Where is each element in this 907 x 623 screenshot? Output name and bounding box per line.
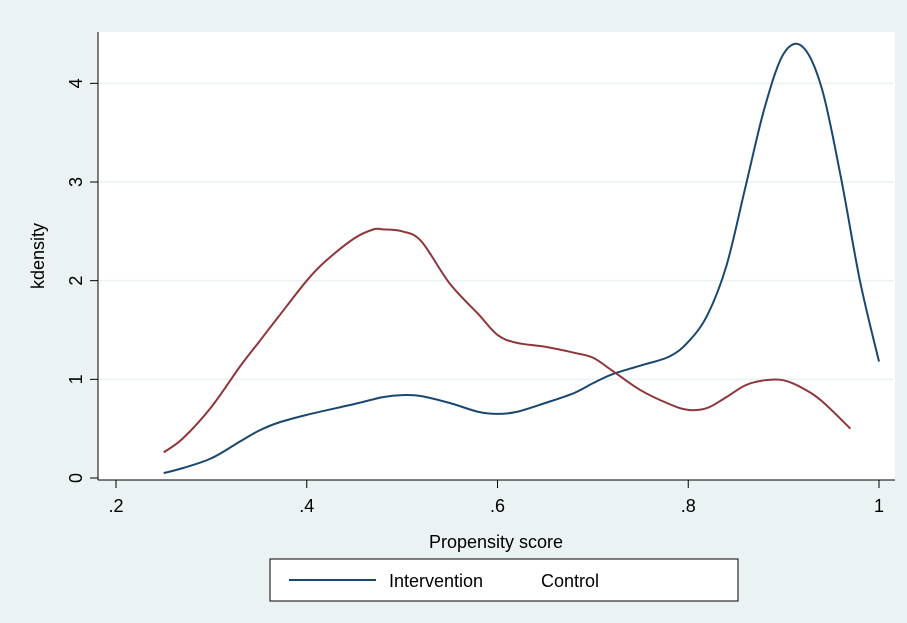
legend-label-intervention: Intervention <box>389 571 483 591</box>
plot-region <box>98 32 895 480</box>
y-tick-label-3: 3 <box>66 177 86 187</box>
x-tick-label-2: .6 <box>490 496 505 516</box>
series-line-intervention <box>163 42 880 475</box>
x-tick-label-0: .2 <box>108 496 123 516</box>
y-tick-label-2: 2 <box>66 276 86 286</box>
x-axis-title: Propensity score <box>429 532 563 552</box>
y-tick-label-1: 1 <box>66 374 86 384</box>
y-axis-title: kdensity <box>28 223 48 289</box>
y-tick-label-0: 0 <box>66 473 86 483</box>
axes: .2 .4 .6 .8 1 0 1 2 3 4 <box>66 32 895 516</box>
legend: Intervention Control <box>269 558 739 602</box>
x-tick-label-1: .4 <box>299 496 314 516</box>
series-line-control <box>163 227 852 454</box>
x-tick-label-3: .8 <box>681 496 696 516</box>
y-tick-label-4: 4 <box>66 78 86 88</box>
series-lines <box>163 42 880 475</box>
x-tick-label-4: 1 <box>874 496 884 516</box>
legend-label-control: Control <box>541 571 599 591</box>
